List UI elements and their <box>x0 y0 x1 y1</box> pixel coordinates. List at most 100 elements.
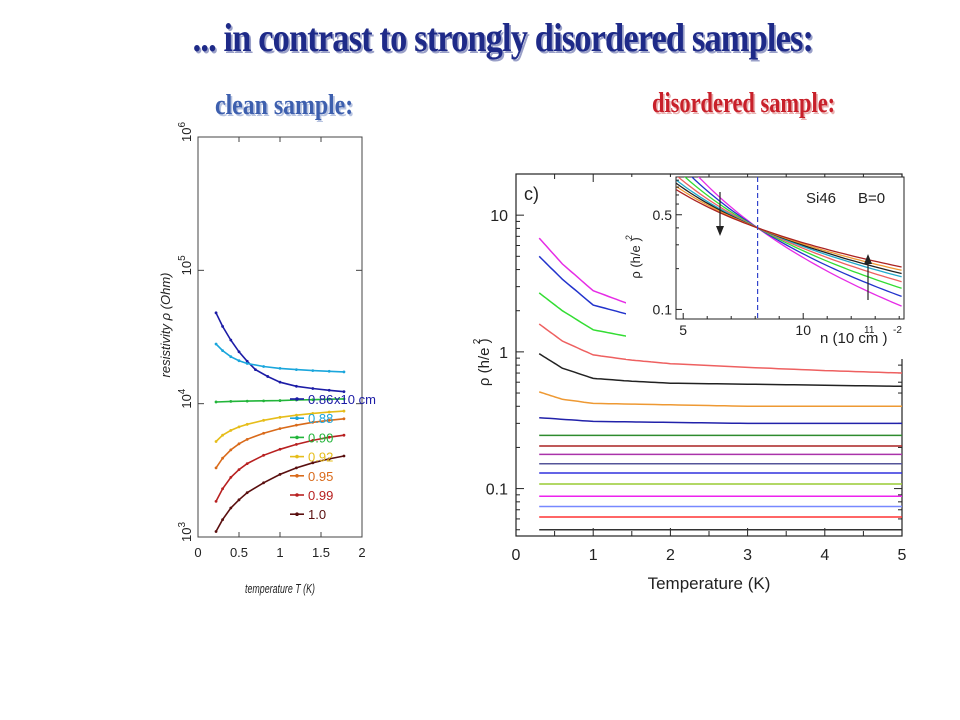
clean-legend-label-1: 0.88 <box>308 411 333 426</box>
inset-x-tick-label: 5 <box>679 322 687 338</box>
disordered-y-axis-label-sup: 2 <box>472 338 483 344</box>
clean-series-point-5 <box>342 433 346 437</box>
clean-series-point-0 <box>266 375 270 378</box>
inset-series-line-6 <box>676 185 902 271</box>
clean-series-point-5 <box>327 435 331 439</box>
clean-series-point-5 <box>295 442 298 446</box>
clean-legend-label-4: 0.95 <box>308 469 333 484</box>
clean-legend-label-6: 1.0 <box>308 507 326 522</box>
clean-series-point-6 <box>295 466 298 470</box>
slide-title: ... in contrast to strongly disordered s… <box>192 15 814 60</box>
clean-series-point-1 <box>214 342 218 346</box>
disordered-x-tick-label: 4 <box>820 547 829 564</box>
clean-series-point-2 <box>311 398 315 402</box>
clean-legend-marker-6 <box>295 512 299 516</box>
clean-series-point-0 <box>311 387 315 390</box>
inset-y-axis-label: ρ (h/e ) <box>628 237 643 278</box>
disordered-x-tick-label: 0 <box>512 547 521 564</box>
clean-series-point-3 <box>229 429 233 432</box>
clean-series-point-6 <box>311 461 315 465</box>
clean-series-point-0 <box>245 359 249 363</box>
clean-series-point-5 <box>214 499 218 503</box>
clean-series-point-3 <box>278 415 282 419</box>
clean-series-line-0 <box>215 312 345 393</box>
clean-series-point-6 <box>237 498 241 502</box>
clean-series-point-4 <box>278 427 282 431</box>
inset-curves <box>676 177 902 307</box>
clean-series-point-0 <box>254 368 257 372</box>
clean-legend-label-0: 0.86 <box>308 392 333 407</box>
clean-x-tick-label: 1 <box>276 545 283 560</box>
clean-series-point-4 <box>311 420 315 424</box>
clean-series-point-6 <box>245 491 249 495</box>
inset-sample-label: Si46 <box>806 190 836 207</box>
inset-series-line-5 <box>676 182 902 275</box>
clean-series-point-0 <box>278 380 282 384</box>
clean-series-point-0 <box>214 311 218 315</box>
clean-legend-label-3: 0.92 <box>308 450 333 465</box>
disordered-series-line-4 <box>538 353 903 388</box>
clean-series-point-3 <box>221 433 225 437</box>
clean-sample-heading: clean sample: <box>215 90 354 121</box>
clean-series-point-1 <box>311 369 315 373</box>
clean-series-point-1 <box>327 369 331 373</box>
clean-series-point-3 <box>214 440 218 443</box>
clean-series-point-2 <box>229 399 233 403</box>
disordered-x-tick-label: 1 <box>589 547 598 564</box>
clean-series-point-5 <box>262 453 265 457</box>
clean-series-point-5 <box>278 447 282 451</box>
clean-plot-frame <box>197 136 363 538</box>
clean-series-point-3 <box>327 410 331 414</box>
inset-y-tick-label: 0.1 <box>653 301 673 317</box>
inset-x-tick-label: 10 <box>795 322 811 338</box>
clean-legend-label-2: 0.90 <box>308 430 333 445</box>
clean-series-point-4 <box>237 442 241 446</box>
inset-y-tick-label: 0.5 <box>653 207 673 223</box>
clean-series-point-4 <box>342 417 346 421</box>
clean-series-point-6 <box>342 454 346 458</box>
clean-x-tick-label: 0.5 <box>230 545 248 560</box>
clean-series-point-5 <box>221 487 225 491</box>
clean-series-point-0 <box>327 388 331 392</box>
clean-series-point-3 <box>262 418 265 422</box>
clean-x-tick-label: 0 <box>194 545 201 560</box>
clean-series-point-1 <box>295 368 298 372</box>
clean-series-point-2 <box>342 397 346 401</box>
disordered-y-tick-label: 1 <box>499 345 508 362</box>
clean-series-point-4 <box>295 423 298 427</box>
clean-legend-marker-0 <box>295 397 299 401</box>
disordered-x-axis-label: Temperature (K) <box>648 574 771 593</box>
inset-series-line-1 <box>691 177 902 298</box>
clean-series-point-6 <box>327 457 331 461</box>
clean-series-point-3 <box>342 409 346 413</box>
clean-series-point-1 <box>278 366 282 370</box>
clean-series-point-6 <box>221 518 225 522</box>
clean-series-point-5 <box>311 439 315 442</box>
inset-x-axis-label-sup1: 11 <box>864 325 875 336</box>
inset-field-label: B=0 <box>858 190 885 207</box>
disordered-series-line-6 <box>539 416 902 425</box>
inset-y-axis-label-sup: 2 <box>624 235 634 240</box>
clean-series-point-4 <box>262 431 265 435</box>
clean-series-point-1 <box>262 365 265 368</box>
clean-series-point-0 <box>342 390 346 394</box>
clean-series-point-5 <box>229 475 233 479</box>
clean-series-point-1 <box>221 349 225 353</box>
clean-series-point-2 <box>214 400 218 404</box>
clean-series-point-0 <box>221 324 225 328</box>
clean-series-point-5 <box>237 468 241 472</box>
disordered-y-tick-label: 0.1 <box>486 482 508 499</box>
clean-x-tick-label: 1.5 <box>312 545 330 560</box>
clean-legend-unit: x10 cm <box>334 392 376 407</box>
inset-series-line-4 <box>676 179 902 278</box>
clean-series-point-1 <box>229 355 233 359</box>
inset-series-line-3 <box>677 177 902 283</box>
clean-y-tick-label: 105 <box>177 255 194 275</box>
clean-series-point-3 <box>295 413 298 417</box>
clean-series-point-1 <box>237 359 241 363</box>
clean-x-tick-label: 2 <box>358 545 365 560</box>
clean-series-point-1 <box>245 362 249 365</box>
clean-legend-marker-4 <box>295 474 299 478</box>
